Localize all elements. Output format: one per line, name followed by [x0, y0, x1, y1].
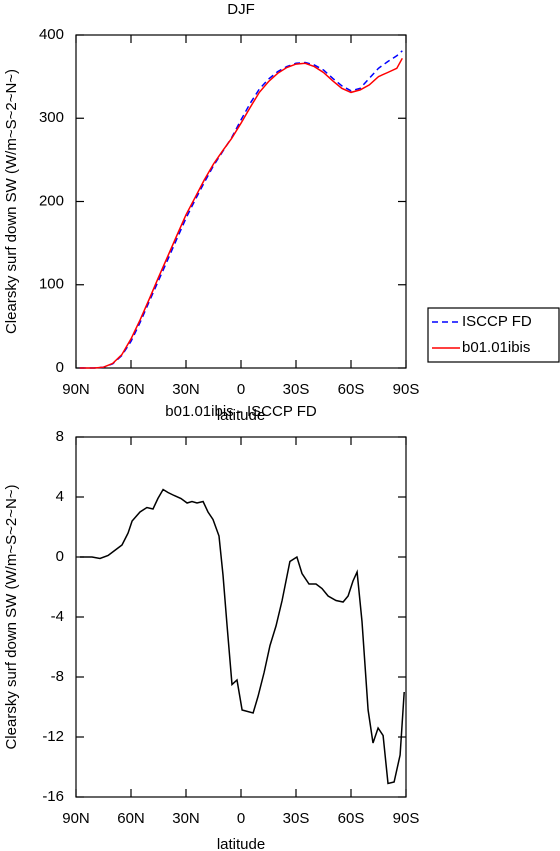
x-tick-label: 60N	[117, 810, 145, 827]
x-tick-label: 60S	[338, 381, 365, 398]
x-tick-label: 0	[237, 381, 245, 398]
plot-frame	[75, 34, 407, 369]
y-tick-label: 400	[39, 26, 64, 43]
x-axis-label: latitude	[217, 407, 265, 424]
plot-frame	[75, 436, 407, 798]
y-axis-label: Clearsky surf down SW (W/m~S~2~N~)	[3, 69, 20, 334]
y-tick-label: 300	[39, 109, 64, 126]
y-tick-label: 0	[56, 359, 64, 376]
y-tick-label: 0	[56, 548, 64, 565]
legend-box	[427, 307, 560, 363]
x-tick-label: 60N	[117, 381, 145, 398]
x-tick-label: 30S	[283, 810, 310, 827]
x-tick-label: 90S	[393, 810, 420, 827]
y-tick-label: 100	[39, 276, 64, 293]
legend-label: b01.01ibis	[462, 339, 530, 356]
y-tick-label: -12	[42, 728, 64, 745]
x-tick-label: 90S	[393, 381, 420, 398]
x-tick-label: 30N	[172, 381, 200, 398]
y-tick-label: 200	[39, 192, 64, 209]
line-series	[80, 488, 405, 785]
x-tick-label: 60S	[338, 810, 365, 827]
y-tick-label: 4	[56, 488, 64, 505]
chart-title: b01.01ibis - ISCCP FD	[165, 403, 317, 420]
chart-title: DJF	[227, 1, 255, 18]
legend-label: ISCCP FD	[462, 313, 532, 330]
x-tick-label: 0	[237, 810, 245, 827]
line-series	[79, 50, 403, 369]
x-tick-label: 90N	[62, 810, 90, 827]
x-tick-label: 30N	[172, 810, 200, 827]
x-axis-label: latitude	[217, 836, 265, 851]
y-tick-label: -16	[42, 788, 64, 805]
x-tick-label: 90N	[62, 381, 90, 398]
y-axis-label: Clearsky surf down SW (W/m~S~2~N~)	[3, 484, 20, 749]
line-series	[79, 57, 403, 369]
y-tick-label: -4	[51, 608, 64, 625]
x-tick-label: 30S	[283, 381, 310, 398]
y-tick-label: -8	[51, 668, 64, 685]
y-tick-label: 8	[56, 428, 64, 445]
